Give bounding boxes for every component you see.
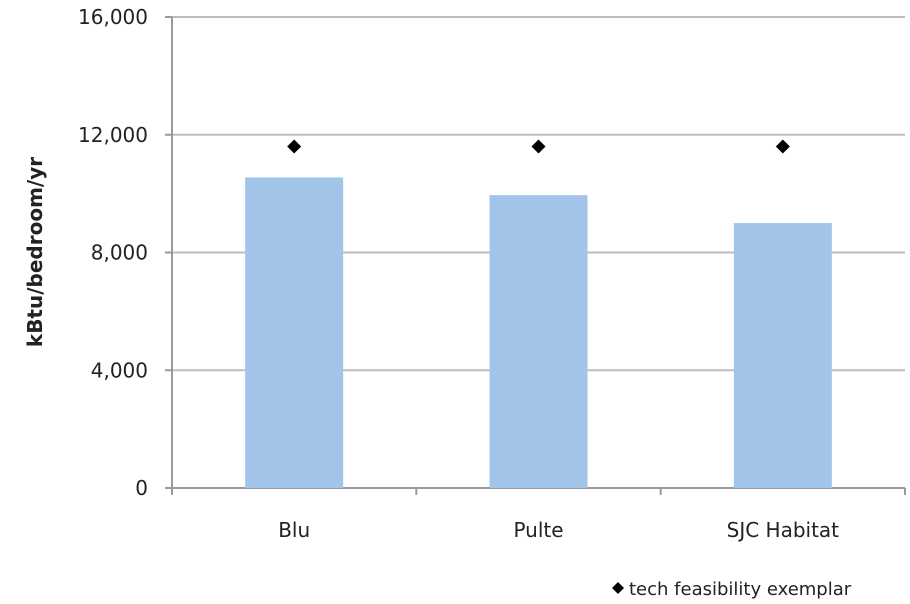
labels: 0 4,000 8,000 12,000 16,000 Blu Pulte SJC Habit…	[78, 5, 839, 542]
exemplar-markers	[287, 139, 790, 154]
bar-sjc-habitat	[733, 223, 832, 488]
bar-blu	[245, 177, 344, 488]
y-tick-label: 12,000	[78, 123, 148, 147]
legend-label: tech feasibility exemplar	[629, 579, 852, 600]
y-tick-label: 4,000	[91, 358, 148, 382]
x-category-label: Pulte	[513, 518, 563, 542]
y-tick-label: 8,000	[91, 241, 148, 265]
exemplar-diamond-marker	[531, 139, 546, 154]
exemplar-diamond-marker	[287, 139, 302, 154]
bar-pulte	[489, 195, 588, 489]
bars	[245, 177, 832, 489]
legend-diamond-icon	[612, 582, 624, 594]
legend: tech feasibility exemplar	[612, 579, 852, 600]
y-axis-label: kBtu/bedroom/yr	[23, 157, 47, 347]
x-category-label: Blu	[278, 518, 310, 542]
x-category-label: SJC Habitat	[727, 518, 840, 542]
y-tick-label: 16,000	[78, 5, 148, 29]
exemplar-diamond-marker	[775, 139, 790, 154]
y-tick-label: 0	[135, 476, 148, 500]
